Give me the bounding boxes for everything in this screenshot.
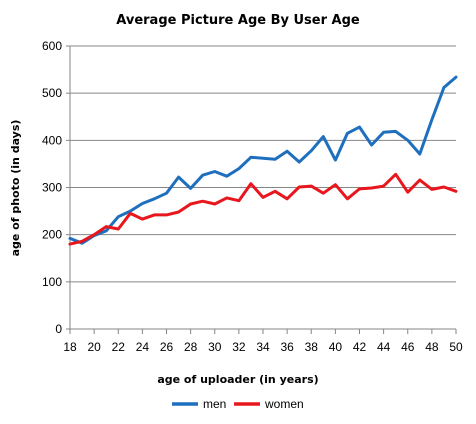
x-tick-label: 24 (136, 340, 150, 354)
y-tick-label: 500 (42, 86, 62, 100)
x-tick-label: 20 (87, 340, 101, 354)
y-tick-label: 100 (42, 275, 62, 289)
x-tick-label: 32 (232, 340, 246, 354)
x-tick-label: 18 (63, 340, 77, 354)
x-tick-label: 22 (112, 340, 126, 354)
legend: men women (172, 397, 304, 411)
y-tick-label: 200 (42, 228, 62, 242)
legend-label-women: women (264, 397, 304, 411)
y-tick-labels: 0 100 200 300 400 500 600 (42, 39, 62, 336)
x-tick-label: 36 (280, 340, 294, 354)
x-tick-label: 30 (208, 340, 222, 354)
x-tick-label: 44 (377, 340, 391, 354)
x-tick-label: 38 (305, 340, 319, 354)
x-tick-label: 40 (329, 340, 343, 354)
x-axis-title: age of uploader (in years) (157, 373, 318, 386)
x-tick-label: 42 (353, 340, 367, 354)
x-tick-labels: 18 20 22 24 26 28 30 32 34 36 38 40 42 44 46 48 50 (63, 340, 463, 354)
gridlines (70, 45, 456, 283)
legend-label-men: men (203, 397, 226, 411)
chart-title: Average Picture Age By User Age (116, 13, 360, 28)
x-tick-label: 26 (160, 340, 174, 354)
y-axis-title: age of photo (in days) (9, 120, 22, 257)
x-tick-label: 46 (401, 340, 415, 354)
series-lines (68, 75, 458, 246)
y-tick-label: 400 (42, 133, 62, 147)
x-tick-label: 50 (449, 340, 463, 354)
y-tick-label: 300 (42, 181, 62, 195)
x-tick-label: 34 (256, 340, 270, 354)
y-tick-label: 0 (55, 322, 62, 336)
x-tick-label: 28 (184, 340, 198, 354)
axes (66, 45, 457, 334)
y-tick-label: 600 (42, 39, 62, 53)
series-line-women (68, 172, 458, 246)
series-line-men (68, 75, 458, 245)
x-tick-label: 48 (425, 340, 439, 354)
